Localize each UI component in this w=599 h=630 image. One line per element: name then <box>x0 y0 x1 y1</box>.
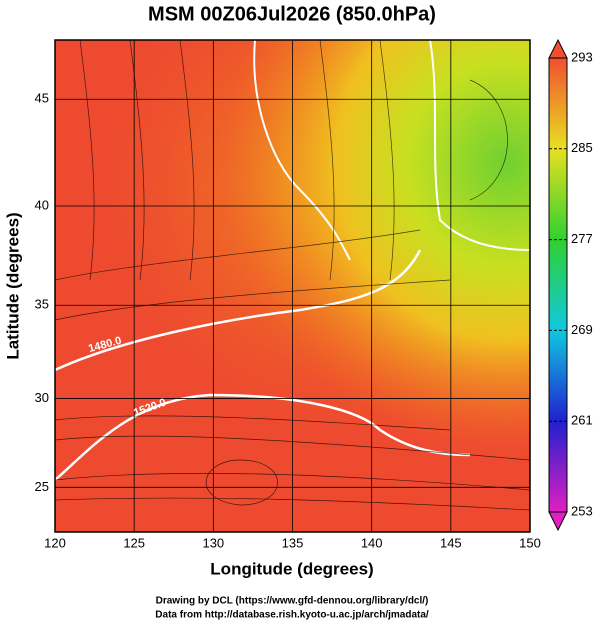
x-tick-label: 135 <box>282 535 304 550</box>
colorbar-tick-label: 277 <box>571 231 593 246</box>
y-tick-label: 45 <box>35 91 49 106</box>
footer-line: Data from http://database.rish.kyoto-u.a… <box>155 610 429 621</box>
colorbar-extend <box>548 38 568 59</box>
y-tick-label: 25 <box>35 479 49 494</box>
colorbar-tick-label: 253 <box>571 503 593 518</box>
y-tick-label: 40 <box>35 197 49 212</box>
x-tick-label: 120 <box>44 535 66 550</box>
colorbar-tick-label: 269 <box>571 322 593 337</box>
y-tick-label: 30 <box>35 390 49 405</box>
x-tick-label: 125 <box>123 535 145 550</box>
chart-title: MSM 00Z06Jul2026 (850.0hPa) <box>148 3 436 25</box>
y-tick-label: 35 <box>35 297 49 312</box>
colorbar-tick-label: 261 <box>571 413 593 428</box>
x-tick-label: 150 <box>519 535 541 550</box>
x-tick-label: 130 <box>202 535 224 550</box>
colorbar-tick-label: 293 <box>571 49 593 64</box>
colorbar <box>548 57 568 513</box>
x-tick-label: 145 <box>440 535 462 550</box>
colorbar-tick-label: 285 <box>571 140 593 155</box>
plot-frame <box>54 39 531 533</box>
colorbar-extend <box>548 511 568 532</box>
x-axis-label: Longitude (degrees) <box>210 559 373 578</box>
x-tick-label: 140 <box>361 535 383 550</box>
footer-line: Drawing by DCL (https://www.gfd-dennou.o… <box>156 596 429 607</box>
y-axis-label: Latitude (degrees) <box>3 212 22 359</box>
